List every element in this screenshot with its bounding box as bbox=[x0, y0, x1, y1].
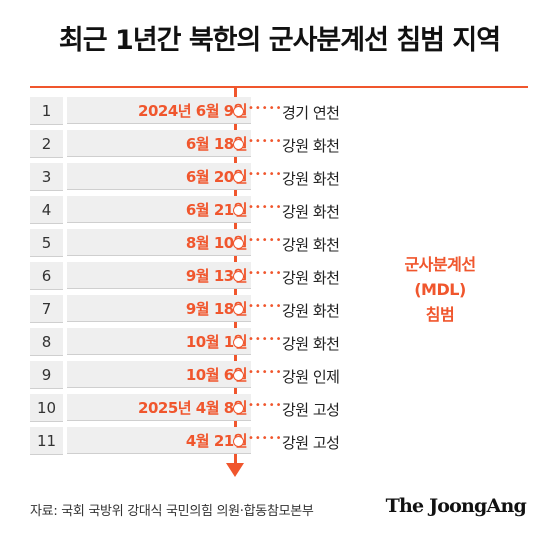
incident-row: 1 2024년 6월 9일 ••••• 경기 연천 bbox=[30, 95, 350, 128]
incident-row: 11 4월 21일 ••••• 강원 고성 bbox=[30, 425, 350, 458]
row-number: 3 bbox=[30, 163, 63, 191]
row-number: 1 bbox=[30, 97, 63, 125]
mdl-label-line: 군사분계선 bbox=[404, 255, 476, 274]
leader-dots-icon: ••••• bbox=[248, 103, 283, 114]
incident-list: 1 2024년 6월 9일 ••••• 경기 연천 2 6월 18일 ••••• 강원 화천 3… bbox=[30, 95, 350, 458]
incident-row: 2 6월 18일 ••••• 강원 화천 bbox=[30, 128, 350, 161]
leader-dots-icon: ••••• bbox=[248, 235, 283, 246]
incident-date: 6월 18일 bbox=[67, 130, 251, 157]
timeline-dot-icon bbox=[233, 403, 244, 414]
incident-location: 강원 인제 bbox=[282, 368, 340, 386]
row-number: 11 bbox=[30, 427, 63, 455]
incident-date: 6월 21일 bbox=[67, 196, 251, 223]
incident-location: 강원 고성 bbox=[282, 434, 340, 452]
mdl-label: 군사분계선 (MDL) 침범 bbox=[360, 252, 520, 327]
incident-location: 강원 고성 bbox=[282, 401, 340, 419]
row-number: 6 bbox=[30, 262, 63, 290]
incident-location: 경기 연천 bbox=[282, 104, 340, 122]
row-number: 7 bbox=[30, 295, 63, 323]
leader-dots-icon: ••••• bbox=[248, 334, 283, 345]
incident-date: 2025년 4월 8일 bbox=[67, 394, 251, 421]
incident-location: 강원 화천 bbox=[282, 236, 340, 254]
incident-row: 3 6월 20일 ••••• 강원 화천 bbox=[30, 161, 350, 194]
timeline-dot-icon bbox=[233, 172, 244, 183]
header-rule bbox=[30, 86, 528, 88]
timeline-dot-icon bbox=[233, 106, 244, 117]
incident-location: 강원 화천 bbox=[282, 203, 340, 221]
incident-row: 4 6월 21일 ••••• 강원 화천 bbox=[30, 194, 350, 227]
leader-dots-icon: ••••• bbox=[248, 367, 283, 378]
row-number: 5 bbox=[30, 229, 63, 257]
timeline-dot-icon bbox=[233, 304, 244, 315]
mdl-label-line: 침범 bbox=[425, 305, 455, 324]
incident-date: 10월 6일 bbox=[67, 361, 251, 388]
incident-location: 강원 화천 bbox=[282, 269, 340, 287]
incident-row: 9 10월 6일 ••••• 강원 인제 bbox=[30, 359, 350, 392]
incident-row: 6 9월 13일 ••••• 강원 화천 bbox=[30, 260, 350, 293]
incident-location: 강원 화천 bbox=[282, 302, 340, 320]
leader-dots-icon: ••••• bbox=[248, 136, 283, 147]
row-number: 10 bbox=[30, 394, 63, 422]
incident-location: 강원 화천 bbox=[282, 170, 340, 188]
leader-dots-icon: ••••• bbox=[248, 268, 283, 279]
incident-location: 강원 화천 bbox=[282, 137, 340, 155]
timeline-dot-icon bbox=[233, 436, 244, 447]
incident-date: 8월 10일 bbox=[67, 229, 251, 256]
timeline-dot-icon bbox=[233, 337, 244, 348]
leader-dots-icon: ••••• bbox=[248, 301, 283, 312]
source-note: 자료: 국회 국방위 강대식 국민의힘 의원·합동참모본부 bbox=[30, 504, 314, 519]
timeline-arrow-icon bbox=[226, 463, 244, 477]
incident-date: 10월 1일 bbox=[67, 328, 251, 355]
incident-date: 2024년 6월 9일 bbox=[67, 97, 251, 124]
row-number: 2 bbox=[30, 130, 63, 158]
incident-date: 9월 18일 bbox=[67, 295, 251, 322]
incident-row: 5 8월 10일 ••••• 강원 화천 bbox=[30, 227, 350, 260]
publisher-logo: The JoongAng bbox=[385, 495, 527, 517]
timeline-dot-icon bbox=[233, 139, 244, 150]
leader-dots-icon: ••••• bbox=[248, 400, 283, 411]
incident-date: 6월 20일 bbox=[67, 163, 251, 190]
incident-location: 강원 화천 bbox=[282, 335, 340, 353]
row-number: 8 bbox=[30, 328, 63, 356]
incident-row: 10 2025년 4월 8일 ••••• 강원 고성 bbox=[30, 392, 350, 425]
leader-dots-icon: ••••• bbox=[248, 433, 283, 444]
incident-date: 9월 13일 bbox=[67, 262, 251, 289]
incident-row: 7 9월 18일 ••••• 강원 화천 bbox=[30, 293, 350, 326]
incident-date: 4월 21일 bbox=[67, 427, 251, 454]
incident-row: 8 10월 1일 ••••• 강원 화천 bbox=[30, 326, 350, 359]
timeline-dot-icon bbox=[233, 370, 244, 381]
page-title: 최근 1년간 북한의 군사분계선 침범 지역 bbox=[58, 25, 501, 56]
timeline-dot-icon bbox=[233, 238, 244, 249]
leader-dots-icon: ••••• bbox=[248, 202, 283, 213]
row-number: 4 bbox=[30, 196, 63, 224]
timeline-dot-icon bbox=[233, 271, 244, 282]
row-number: 9 bbox=[30, 361, 63, 389]
leader-dots-icon: ••••• bbox=[248, 169, 283, 180]
mdl-label-line: (MDL) bbox=[414, 280, 466, 299]
timeline-dot-icon bbox=[233, 205, 244, 216]
